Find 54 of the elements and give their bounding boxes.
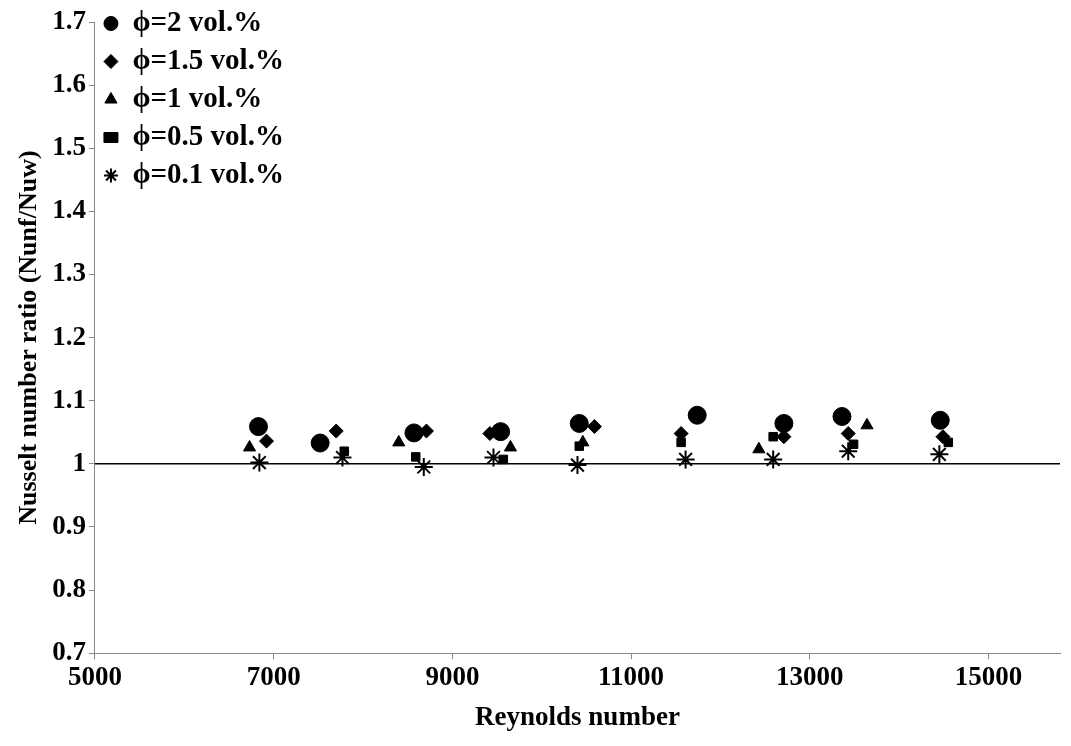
point bbox=[675, 449, 696, 470]
x-tick-label: 13000 bbox=[776, 661, 844, 692]
point bbox=[752, 441, 766, 454]
point bbox=[491, 422, 511, 442]
legend-label: ϕ=1.5 vol.% bbox=[132, 42, 284, 75]
point bbox=[763, 449, 784, 470]
y-tick-label: 1.3 bbox=[52, 257, 86, 288]
point bbox=[248, 417, 268, 437]
y-tick-label: 1.6 bbox=[52, 68, 86, 99]
point bbox=[832, 407, 852, 426]
point bbox=[569, 413, 589, 433]
point bbox=[930, 410, 950, 430]
x-axis-title: Reynolds number bbox=[475, 700, 680, 731]
point bbox=[249, 452, 270, 473]
point bbox=[259, 433, 275, 449]
point bbox=[404, 423, 424, 443]
point bbox=[768, 431, 778, 442]
point bbox=[860, 417, 874, 430]
legend-label: ϕ=0.5 vol.% bbox=[132, 118, 284, 151]
point bbox=[413, 457, 434, 477]
point bbox=[567, 455, 588, 476]
legend-label: ϕ=0.1 vol.% bbox=[132, 156, 284, 189]
point bbox=[840, 426, 856, 442]
y-axis-title: Nusselt number ratio (Nunf/Nuw) bbox=[13, 150, 43, 525]
y-tick-label: 1.2 bbox=[52, 320, 86, 351]
point bbox=[498, 454, 509, 465]
x-tick-label: 15000 bbox=[954, 661, 1023, 692]
point bbox=[687, 405, 707, 425]
x-tick-label: 9000 bbox=[425, 661, 480, 692]
point bbox=[242, 439, 257, 452]
y-tick-label: 1.1 bbox=[52, 383, 86, 414]
x-tick-label: 7000 bbox=[246, 661, 301, 692]
point bbox=[935, 429, 951, 445]
point bbox=[838, 441, 859, 462]
point bbox=[586, 419, 602, 435]
legend-label: ϕ=1 vol.% bbox=[132, 80, 263, 113]
point bbox=[339, 446, 349, 456]
point bbox=[576, 434, 590, 447]
point bbox=[392, 434, 406, 447]
y-tick-label: 1 bbox=[72, 446, 86, 477]
point bbox=[774, 413, 794, 433]
y-tick-label: 1.7 bbox=[52, 4, 86, 35]
point bbox=[411, 452, 421, 462]
point bbox=[328, 423, 344, 439]
y-tick-label: 0.9 bbox=[52, 509, 86, 540]
legend-label: ϕ=2 vol.% bbox=[132, 4, 263, 37]
point bbox=[503, 439, 518, 452]
y-tick-label: 1.4 bbox=[52, 194, 86, 225]
x-tick-label: 11000 bbox=[598, 661, 665, 692]
y-tick-label: 0.8 bbox=[52, 573, 86, 604]
point bbox=[929, 444, 950, 465]
point bbox=[848, 439, 859, 450]
y-tick-label: 1.5 bbox=[52, 131, 86, 162]
point bbox=[310, 433, 330, 453]
